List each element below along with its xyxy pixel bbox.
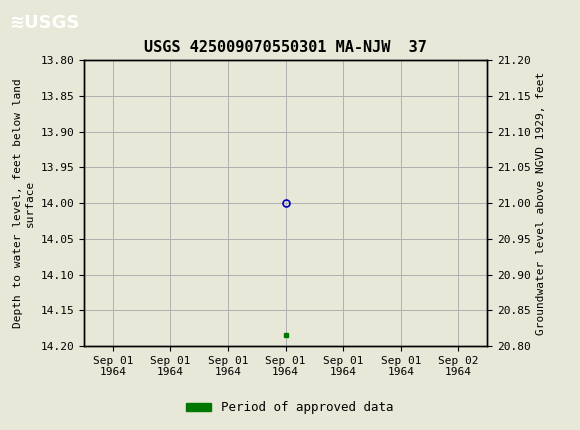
- Y-axis label: Depth to water level, feet below land
surface: Depth to water level, feet below land su…: [13, 78, 35, 328]
- Text: ≋USGS: ≋USGS: [9, 14, 79, 31]
- Y-axis label: Groundwater level above NGVD 1929, feet: Groundwater level above NGVD 1929, feet: [536, 71, 546, 335]
- Title: USGS 425009070550301 MA-NJW  37: USGS 425009070550301 MA-NJW 37: [144, 40, 427, 55]
- Legend: Period of approved data: Period of approved data: [181, 396, 399, 419]
